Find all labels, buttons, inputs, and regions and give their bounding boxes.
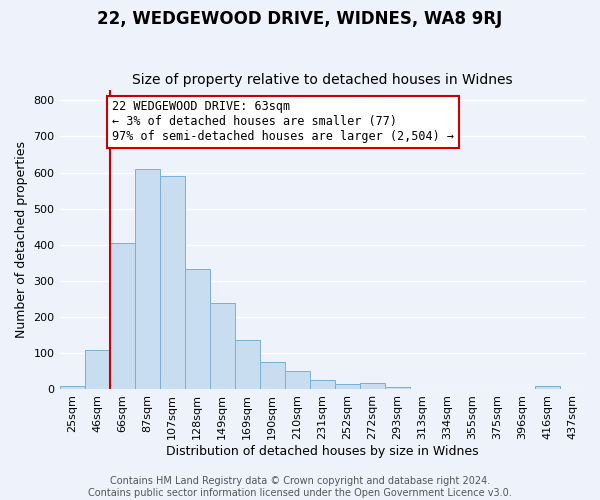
Text: 22 WEDGEWOOD DRIVE: 63sqm
← 3% of detached houses are smaller (77)
97% of semi-d: 22 WEDGEWOOD DRIVE: 63sqm ← 3% of detach… (112, 100, 454, 144)
Bar (385, 387, 410, 389)
Bar (360, 383, 385, 389)
Bar (285, 371, 310, 389)
Bar (335, 384, 360, 389)
Bar (260, 362, 285, 389)
Bar (134, 169, 160, 389)
Text: 22, WEDGEWOOD DRIVE, WIDNES, WA8 9RJ: 22, WEDGEWOOD DRIVE, WIDNES, WA8 9RJ (97, 10, 503, 28)
Bar (85, 350, 110, 389)
Bar (185, 269, 209, 389)
Bar (535, 386, 560, 389)
Bar (310, 380, 335, 389)
Bar (59, 386, 85, 389)
Y-axis label: Number of detached properties: Number of detached properties (15, 141, 28, 338)
Bar (235, 340, 260, 389)
Bar (160, 176, 185, 389)
Bar (110, 243, 134, 389)
Bar (209, 303, 235, 389)
Title: Size of property relative to detached houses in Widnes: Size of property relative to detached ho… (132, 73, 512, 87)
Text: Contains HM Land Registry data © Crown copyright and database right 2024.
Contai: Contains HM Land Registry data © Crown c… (88, 476, 512, 498)
X-axis label: Distribution of detached houses by size in Widnes: Distribution of detached houses by size … (166, 444, 479, 458)
